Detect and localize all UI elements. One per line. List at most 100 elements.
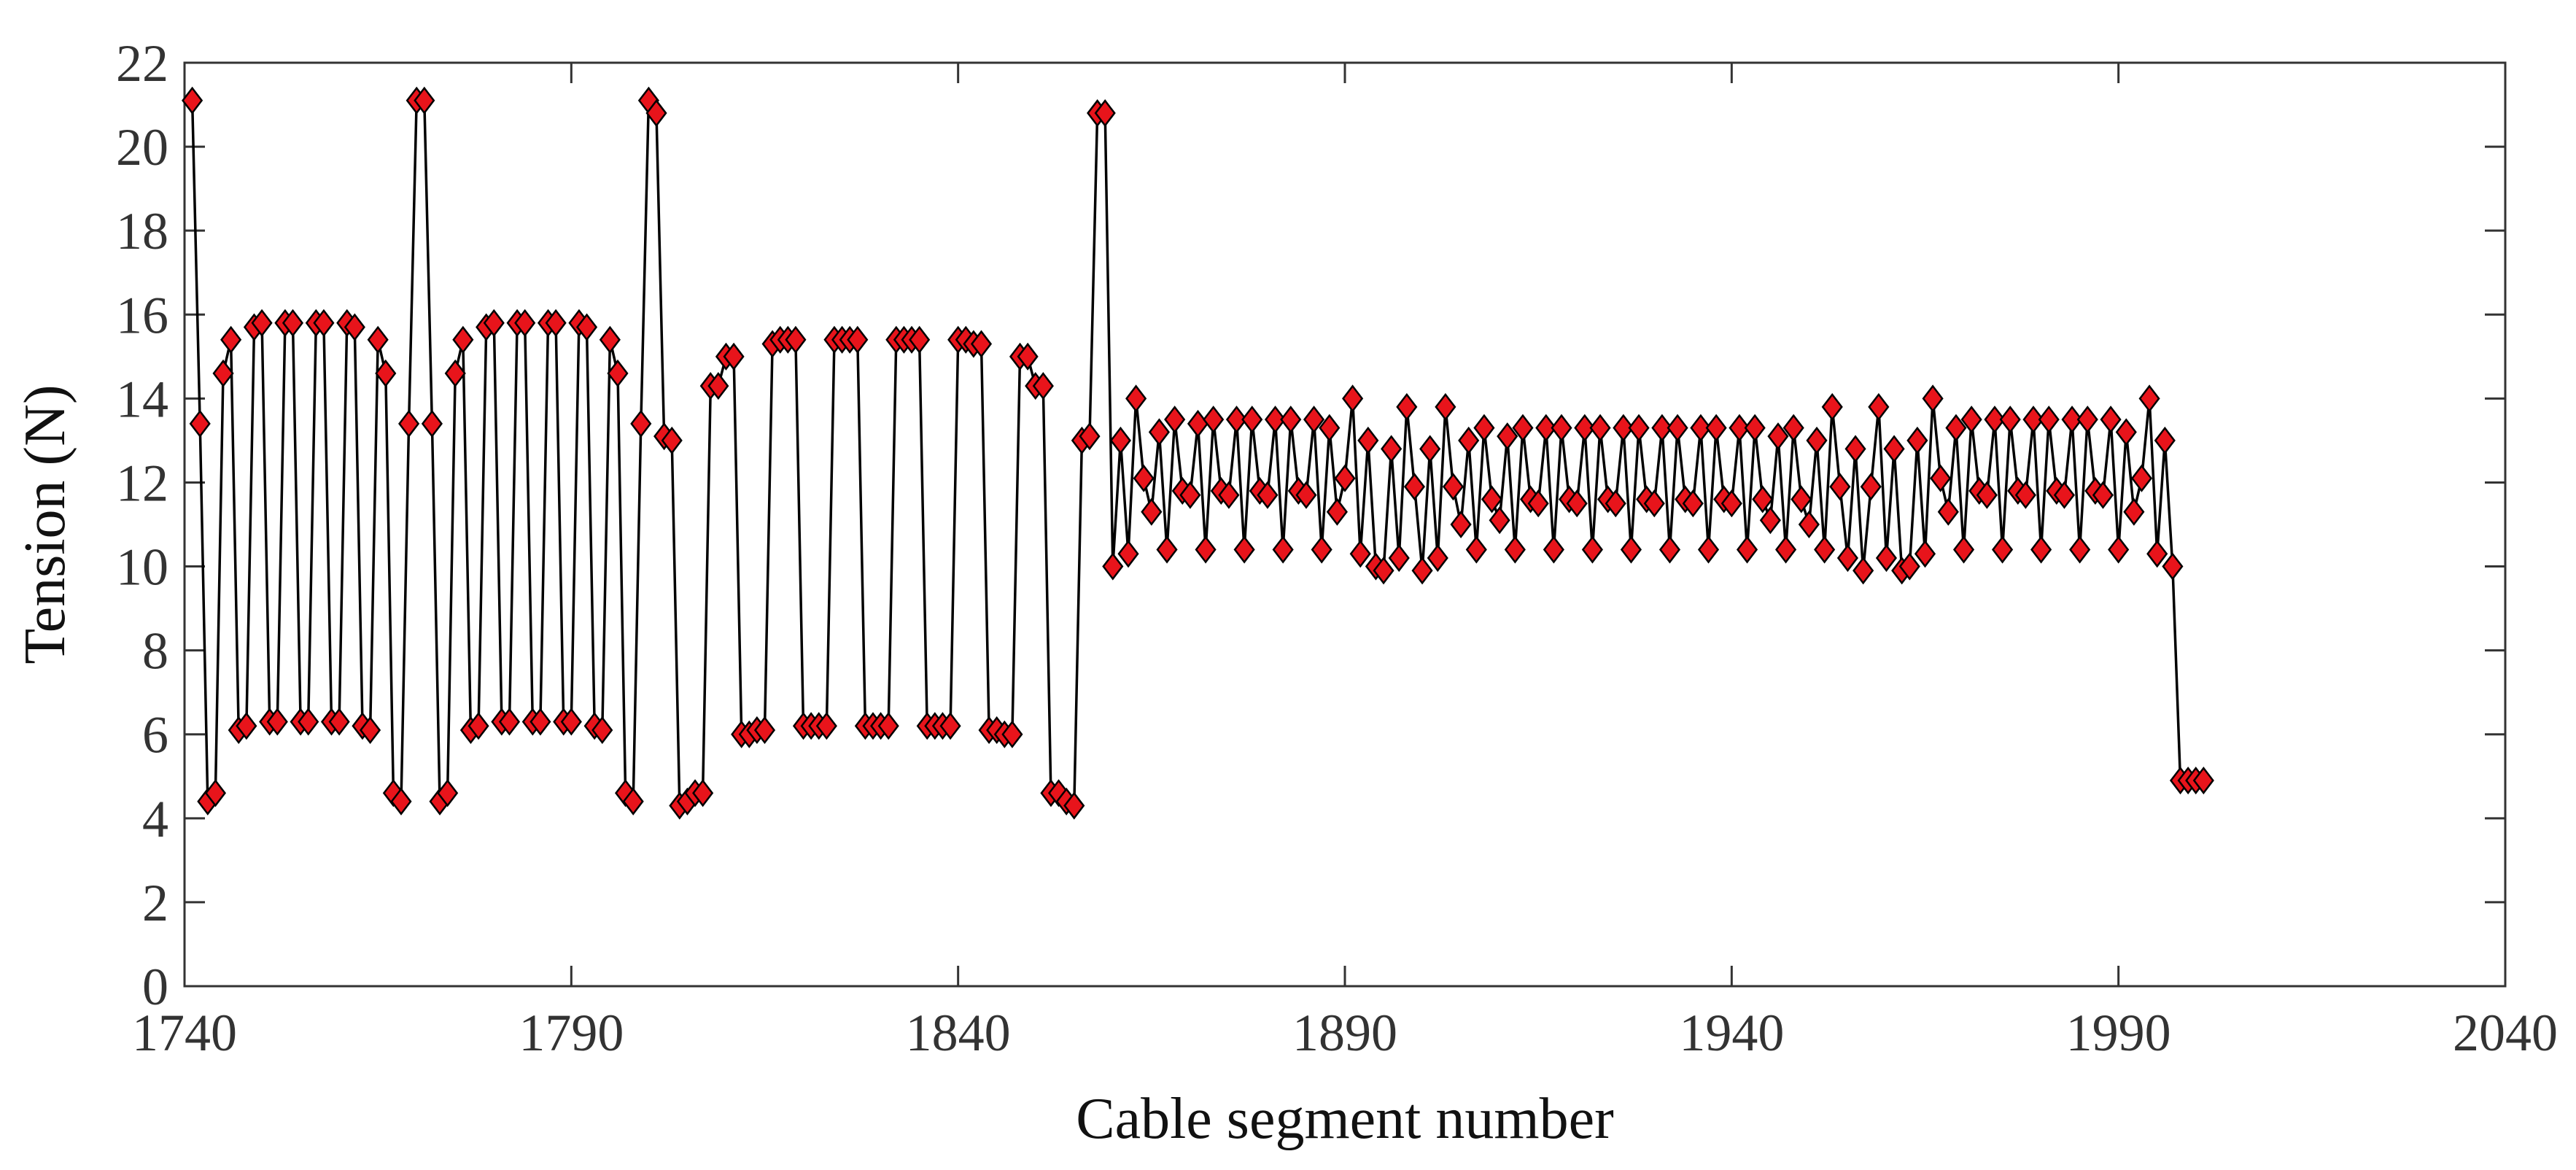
y-tick-label: 18 bbox=[116, 202, 168, 260]
data-point-marker bbox=[204, 779, 227, 807]
data-point-marker bbox=[367, 325, 389, 354]
data-point-marker bbox=[2108, 535, 2130, 564]
data-point-marker bbox=[1497, 422, 1518, 451]
data-point-marker bbox=[1001, 720, 1023, 748]
data-point-marker bbox=[2061, 406, 2083, 434]
data-point-marker bbox=[1930, 464, 1952, 492]
x-tick-label: 1840 bbox=[906, 1004, 1011, 1062]
data-point-marker bbox=[1458, 426, 1480, 454]
data-point-marker bbox=[2192, 766, 2214, 795]
data-point-marker bbox=[1419, 435, 1441, 463]
data-point-marker bbox=[236, 712, 257, 740]
data-point-marker bbox=[707, 372, 729, 400]
data-point-marker bbox=[1280, 406, 1302, 434]
data-point-marker bbox=[1906, 426, 1928, 454]
axis-ticks bbox=[183, 61, 2507, 988]
data-point-marker bbox=[1489, 506, 1510, 535]
x-tick-label: 2040 bbox=[2453, 1004, 2558, 1062]
data-point-marker bbox=[1836, 543, 1859, 573]
data-point-marker bbox=[1233, 535, 1255, 564]
data-point-marker bbox=[1465, 535, 1487, 564]
data-point-marker bbox=[1806, 426, 1828, 454]
data-point-marker bbox=[220, 325, 242, 354]
data-point-marker bbox=[1814, 535, 1836, 564]
data-point-marker bbox=[452, 325, 474, 354]
data-point-marker bbox=[1512, 414, 1534, 442]
data-point-marker bbox=[2138, 384, 2160, 413]
data-point-marker bbox=[785, 325, 807, 354]
axis-tick-labels: 1740 1790 1840 1890 1940 1990 2040 0 2 4 6 8 10 12 14 1… bbox=[116, 34, 2558, 1062]
data-point-marker bbox=[529, 708, 551, 736]
data-point-marker bbox=[1551, 414, 1572, 442]
data-point-marker bbox=[1914, 540, 1936, 568]
data-point-marker bbox=[1775, 535, 1797, 564]
data-point-marker bbox=[1164, 406, 1186, 434]
data-point-marker bbox=[2076, 406, 2098, 434]
data-point-marker bbox=[1388, 543, 1410, 573]
data-point-marker bbox=[1620, 535, 1642, 564]
data-point-marker bbox=[1922, 384, 1944, 413]
data-point-marker bbox=[847, 325, 869, 354]
data-point-marker bbox=[468, 712, 489, 740]
data-point-marker bbox=[723, 342, 745, 371]
y-tick-label: 10 bbox=[116, 538, 168, 597]
series-markers bbox=[182, 86, 2214, 820]
data-point-marker bbox=[1473, 414, 1495, 442]
data-point-marker bbox=[1690, 414, 1712, 442]
data-point-marker bbox=[630, 409, 652, 438]
data-point-marker bbox=[1218, 481, 1240, 509]
data-point-marker bbox=[939, 712, 961, 740]
data-point-marker bbox=[1179, 481, 1201, 509]
data-point-marker bbox=[560, 708, 582, 736]
data-point-marker bbox=[1109, 426, 1131, 454]
data-point-marker bbox=[1264, 406, 1287, 434]
data-point-marker bbox=[1442, 473, 1464, 501]
data-point-marker bbox=[1102, 552, 1124, 581]
data-point-marker bbox=[414, 86, 435, 115]
data-point-marker bbox=[421, 409, 443, 438]
data-point-marker bbox=[1589, 414, 1611, 442]
data-point-marker bbox=[1017, 342, 1039, 371]
data-point-marker bbox=[1759, 506, 1781, 535]
data-point-marker bbox=[1798, 510, 1820, 539]
x-tick-label: 1740 bbox=[132, 1004, 237, 1062]
data-point-marker bbox=[2162, 552, 2184, 581]
data-point-marker bbox=[2038, 406, 2060, 434]
data-point-marker bbox=[1411, 557, 1433, 585]
data-point-marker bbox=[1357, 426, 1379, 454]
data-point-marker bbox=[1504, 535, 1526, 564]
data-point-marker bbox=[575, 313, 598, 341]
data-point-marker bbox=[1605, 489, 1626, 518]
data-point-marker bbox=[1860, 473, 1882, 501]
data-point-marker bbox=[1883, 435, 1905, 463]
data-point-marker bbox=[1782, 414, 1804, 442]
data-point-marker bbox=[1435, 392, 1456, 421]
y-tick-label: 16 bbox=[116, 286, 168, 344]
data-point-marker bbox=[753, 716, 776, 745]
data-point-marker bbox=[2130, 464, 2153, 492]
data-point-marker bbox=[1581, 535, 1603, 564]
data-point-marker bbox=[359, 716, 381, 745]
data-point-marker bbox=[1148, 418, 1171, 446]
data-point-marker bbox=[661, 426, 683, 454]
data-point-marker bbox=[1257, 481, 1279, 509]
data-point-marker bbox=[212, 359, 234, 387]
data-point-marker bbox=[909, 325, 931, 354]
data-point-marker bbox=[1844, 435, 1866, 463]
data-point-marker bbox=[1829, 473, 1851, 501]
data-point-marker bbox=[1667, 414, 1688, 442]
y-tick-label: 6 bbox=[142, 706, 168, 764]
data-point-marker bbox=[189, 409, 211, 438]
data-point-marker bbox=[815, 712, 837, 740]
data-point-marker bbox=[266, 708, 288, 736]
data-point-marker bbox=[607, 359, 629, 387]
data-point-marker bbox=[1094, 98, 1116, 128]
data-point-marker bbox=[1566, 489, 1588, 518]
data-point-marker bbox=[1853, 557, 1874, 585]
data-point-marker bbox=[398, 409, 420, 438]
x-tick-label: 1890 bbox=[1292, 1004, 1397, 1062]
data-point-marker bbox=[1752, 485, 1774, 514]
data-point-marker bbox=[1705, 414, 1727, 442]
data-point-marker bbox=[1744, 414, 1766, 442]
